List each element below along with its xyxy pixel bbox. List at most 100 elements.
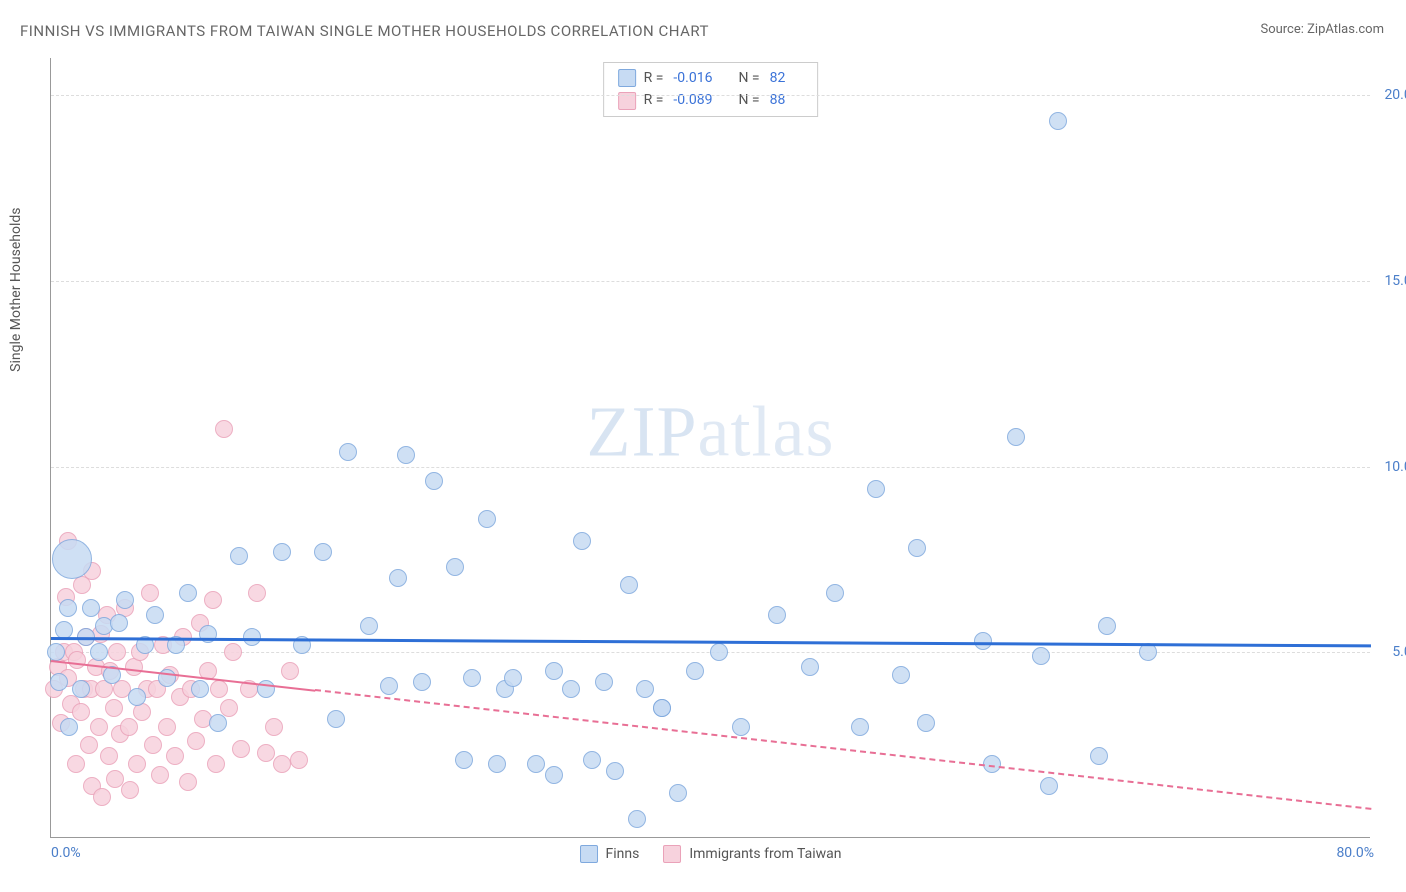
scatter-point [257,744,275,762]
scatter-point [1040,777,1058,795]
scatter-point [413,673,431,691]
scatter-point [209,714,227,732]
scatter-point [72,703,90,721]
scatter-point [232,740,250,758]
scatter-point [72,680,90,698]
trend-line [315,689,1371,810]
scatter-point [768,606,786,624]
legend-stats-row: R = -0.016 N = 82 [618,67,804,89]
scatter-point [52,539,92,579]
grid-line [51,95,1370,96]
scatter-point [120,718,138,736]
stat-r-label: R = [644,67,664,89]
stat-n-label: N = [738,67,759,89]
scatter-point [215,420,233,438]
scatter-point [1098,617,1116,635]
scatter-point [281,662,299,680]
scatter-point [128,755,146,773]
watermark-thin: atlas [698,391,835,471]
stat-n-label: N = [738,89,759,111]
watermark: ZIPatlas [587,390,835,473]
scatter-point [425,472,443,490]
scatter-point [446,558,464,576]
scatter-point [273,755,291,773]
scatter-point [80,736,98,754]
scatter-point [47,643,65,661]
scatter-point [339,443,357,461]
legend-item-finns: Finns [580,845,640,863]
scatter-point [59,599,77,617]
scatter-point [230,547,248,565]
scatter-point [179,584,197,602]
watermark-bold: ZIP [587,391,698,471]
legend-swatch-taiwan [663,845,681,863]
scatter-point [620,576,638,594]
scatter-point [1049,112,1067,130]
legend-label-taiwan: Immigrants from Taiwan [689,846,841,862]
scatter-point [220,699,238,717]
scatter-point [389,569,407,587]
legend-swatch-finns [618,69,636,87]
scatter-point [290,751,308,769]
legend-swatch-finns [580,845,598,863]
scatter-point [732,718,750,736]
x-tick-label: 80.0% [1336,845,1374,861]
source-label: Source: ZipAtlas.com [1260,22,1384,37]
scatter-point [380,677,398,695]
scatter-point [710,643,728,661]
y-tick-label: 10.0% [1384,459,1406,475]
scatter-point [583,751,601,769]
scatter-point [908,539,926,557]
plot-area: ZIPatlas R = -0.016 N = 82 R = -0.089 N … [50,58,1370,838]
legend-item-taiwan: Immigrants from Taiwan [663,845,841,863]
scatter-point [1090,747,1108,765]
scatter-point [527,755,545,773]
scatter-point [90,718,108,736]
grid-line [51,467,1370,468]
scatter-point [1007,428,1025,446]
scatter-point [105,699,123,717]
scatter-point [636,680,654,698]
y-axis-title: Single Mother Households [8,208,24,372]
grid-line [51,281,1370,282]
scatter-point [628,810,646,828]
legend-stats-box: R = -0.016 N = 82 R = -0.089 N = 88 [603,62,819,117]
scatter-point [110,614,128,632]
scatter-point [826,584,844,602]
scatter-point [545,662,563,680]
scatter-point [488,755,506,773]
scatter-point [121,781,139,799]
stat-n-value-finns: 82 [770,67,786,89]
scatter-point [595,673,613,691]
scatter-point [265,718,283,736]
scatter-point [545,766,563,784]
stat-r-label: R = [644,89,664,111]
scatter-point [974,632,992,650]
scatter-point [68,651,86,669]
scatter-point [669,784,687,802]
scatter-point [210,680,228,698]
scatter-point [93,788,111,806]
scatter-point [166,747,184,765]
scatter-point [141,584,159,602]
legend-series-box: Finns Immigrants from Taiwan [580,845,842,863]
source-prefix: Source: [1260,22,1307,37]
scatter-point [1032,647,1050,665]
scatter-point [397,446,415,464]
scatter-point [562,680,580,698]
scatter-point [100,747,118,765]
scatter-point [917,714,935,732]
scatter-point [146,606,164,624]
x-tick-label: 0.0% [51,845,81,861]
y-tick-label: 15.0% [1384,273,1406,289]
scatter-point [207,755,225,773]
y-tick-label: 5.0% [1392,644,1406,660]
scatter-point [191,680,209,698]
scatter-point [151,766,169,784]
chart-title: FINNISH VS IMMIGRANTS FROM TAIWAN SINGLE… [20,22,709,40]
scatter-point [273,543,291,561]
stat-r-value-finns: -0.016 [673,67,712,89]
scatter-point [686,662,704,680]
scatter-point [67,755,85,773]
scatter-point [606,762,624,780]
